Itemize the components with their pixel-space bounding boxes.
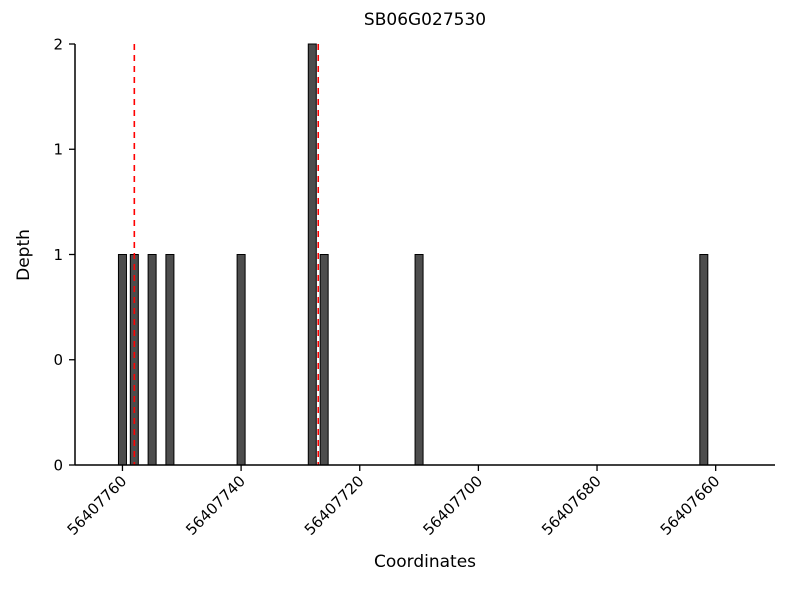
depth-bar bbox=[165, 254, 175, 466]
chart-title: SB06G027530 bbox=[363, 10, 487, 30]
x-tick-label: 56407720 bbox=[301, 472, 368, 539]
y-tick-label: 2 bbox=[53, 35, 63, 53]
depth-bar bbox=[147, 254, 157, 466]
x-axis-label: Coordinates bbox=[373, 552, 477, 572]
depth-bar bbox=[319, 254, 329, 466]
x-tick-label: 56407740 bbox=[182, 472, 249, 539]
x-tick-label: 56407680 bbox=[538, 472, 605, 539]
depth-bar bbox=[307, 43, 317, 466]
depth-bar bbox=[699, 254, 709, 466]
y-tick-label: 1 bbox=[53, 141, 63, 159]
y-axis-label: Depth bbox=[14, 229, 34, 281]
depth-bar bbox=[414, 254, 424, 466]
y-tick-label: 0 bbox=[53, 351, 63, 369]
y-tick-label: 1 bbox=[53, 246, 63, 264]
depth-bar bbox=[236, 254, 246, 466]
x-tick-label: 56407660 bbox=[657, 472, 724, 539]
x-tick-label: 56407700 bbox=[419, 472, 486, 539]
y-tick-label: 0 bbox=[53, 456, 63, 474]
depth-bar bbox=[117, 254, 127, 466]
x-tick-label: 56407760 bbox=[64, 472, 131, 539]
